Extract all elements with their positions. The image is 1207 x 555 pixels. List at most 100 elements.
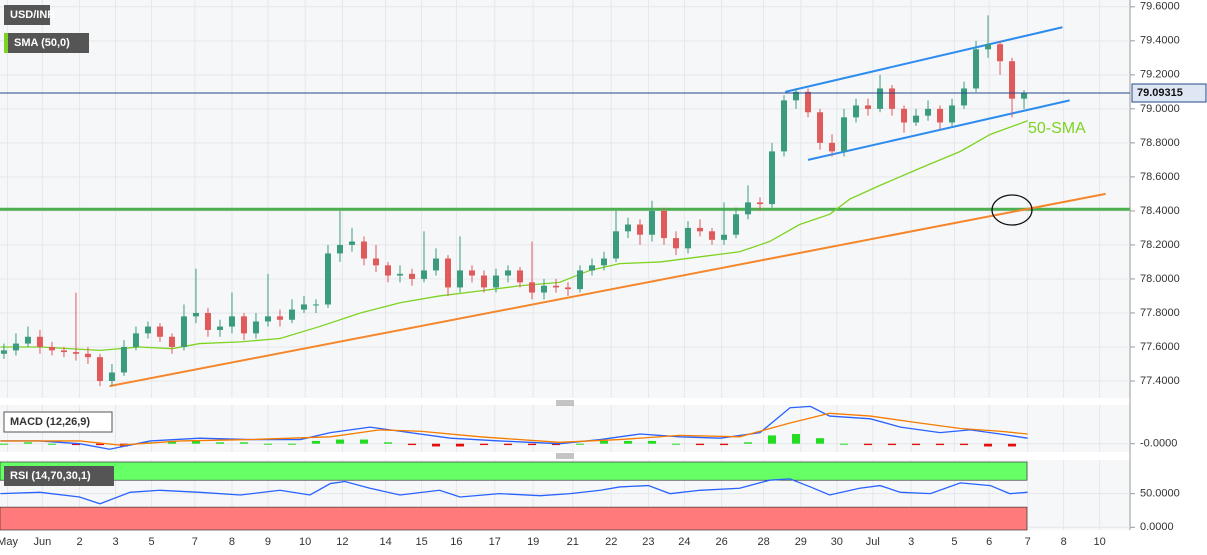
- histogram-bar: [600, 440, 609, 444]
- candle-body: [577, 270, 584, 290]
- legend-box: [3, 411, 113, 433]
- candle-body: [24, 336, 31, 344]
- line: [0, 478, 1028, 505]
- candle-body: [889, 88, 896, 109]
- trend-line: [784, 26, 1063, 93]
- histogram-bar: [263, 443, 272, 445]
- candle-body: [432, 258, 439, 271]
- candle-body: [408, 273, 415, 279]
- candle-body: [348, 241, 355, 245]
- candle-body: [108, 372, 115, 381]
- legend-box: [4, 466, 114, 486]
- candle-body: [72, 352, 79, 354]
- x-tick-label: 19: [527, 536, 539, 548]
- x-tick-label: 24: [678, 536, 690, 548]
- histogram-bar: [768, 435, 777, 444]
- x-tick-label: 8: [1061, 536, 1067, 548]
- histogram-bar: [239, 442, 248, 444]
- candle-body: [336, 244, 343, 254]
- histogram-bar: [95, 443, 104, 446]
- candle-body: [697, 227, 704, 232]
- candle-body: [781, 100, 788, 152]
- candle-body: [528, 282, 535, 293]
- sma-annotation: 50-SMA: [1028, 120, 1086, 137]
- candle-body: [216, 326, 223, 330]
- x-tick-label: 21: [567, 536, 579, 548]
- x-tick-label: 3: [113, 536, 119, 548]
- candle-body: [60, 350, 67, 353]
- candle-body: [925, 108, 932, 116]
- y-tick-label: -0.0000: [1140, 438, 1177, 450]
- x-tick-label: 9: [265, 536, 271, 548]
- y-tick-label: 78.0000: [1140, 273, 1180, 285]
- candle-body: [685, 227, 692, 249]
- histogram-bar: [1008, 443, 1017, 447]
- histogram-bar: [71, 443, 80, 446]
- x-tick-label: 16: [450, 536, 462, 548]
- histogram-bar: [792, 434, 801, 444]
- candle-body: [973, 49, 980, 89]
- trend-line: [109, 192, 1106, 388]
- candle-body: [829, 142, 836, 152]
- candle-body: [540, 285, 547, 293]
- x-tick-label: 23: [642, 536, 654, 548]
- x-tick-label: 7: [1025, 536, 1031, 548]
- candle-body: [12, 343, 19, 351]
- candle-body: [841, 117, 848, 152]
- highlight-circle: [991, 194, 1033, 226]
- candle-body: [589, 265, 596, 271]
- legend-swatch: [4, 33, 8, 53]
- histogram-bar: [936, 443, 945, 446]
- histogram-bar: [840, 443, 849, 445]
- y-tick-label: 79.4000: [1140, 35, 1180, 47]
- x-tick-label: 22: [605, 536, 617, 548]
- x-tick-label: 28: [757, 536, 769, 548]
- candle-body: [192, 312, 199, 317]
- candle-body: [120, 346, 127, 373]
- y-tick-label: 0.0000: [1140, 521, 1174, 533]
- y-tick-label: 79.0000: [1140, 103, 1180, 115]
- candle-body: [769, 151, 776, 205]
- candle-body: [36, 336, 43, 347]
- histogram-bar: [551, 443, 560, 446]
- candle-body: [204, 312, 211, 330]
- x-tick-label: 15: [415, 536, 427, 548]
- y-tick-label: 77.4000: [1140, 375, 1180, 387]
- candle-body: [444, 258, 451, 288]
- histogram-bar: [503, 443, 512, 446]
- histogram-bar: [672, 443, 681, 445]
- candle-body: [456, 270, 463, 288]
- candle-body: [709, 231, 716, 240]
- x-tick-label: 5: [951, 536, 957, 548]
- histogram-bar: [431, 443, 440, 447]
- last-price-box: [1131, 83, 1207, 103]
- candle-body: [264, 316, 271, 322]
- candle-body: [312, 304, 319, 306]
- candle-body: [853, 105, 860, 118]
- candle-body: [156, 326, 163, 337]
- histogram-bar: [335, 439, 344, 444]
- candle-body: [637, 224, 644, 235]
- last-price-label: 79.09315: [1137, 87, 1183, 99]
- candle-body: [1021, 93, 1028, 99]
- histogram-bar: [744, 442, 753, 444]
- histogram-bar: [0, 443, 8, 445]
- x-tick-label: 30: [831, 536, 843, 548]
- candle-body: [252, 321, 259, 334]
- x-tick-label: 29: [795, 536, 807, 548]
- candle-body: [565, 287, 572, 290]
- candle-body: [516, 270, 523, 283]
- candle-body: [492, 275, 499, 288]
- x-tick-label: 2: [77, 536, 83, 548]
- histogram-bar: [167, 440, 176, 444]
- grid: [0, 0, 1130, 530]
- rsi-title: RSI (14,70,30,1): [10, 470, 91, 482]
- line: [0, 120, 1028, 352]
- price-panel: [0, 0, 1130, 398]
- y-tick-label: 77.6000: [1140, 341, 1180, 353]
- histogram-bar: [311, 440, 320, 444]
- x-tick-label: Jul: [866, 536, 880, 548]
- histogram-bar: [47, 443, 56, 445]
- histogram-bar: [816, 438, 825, 444]
